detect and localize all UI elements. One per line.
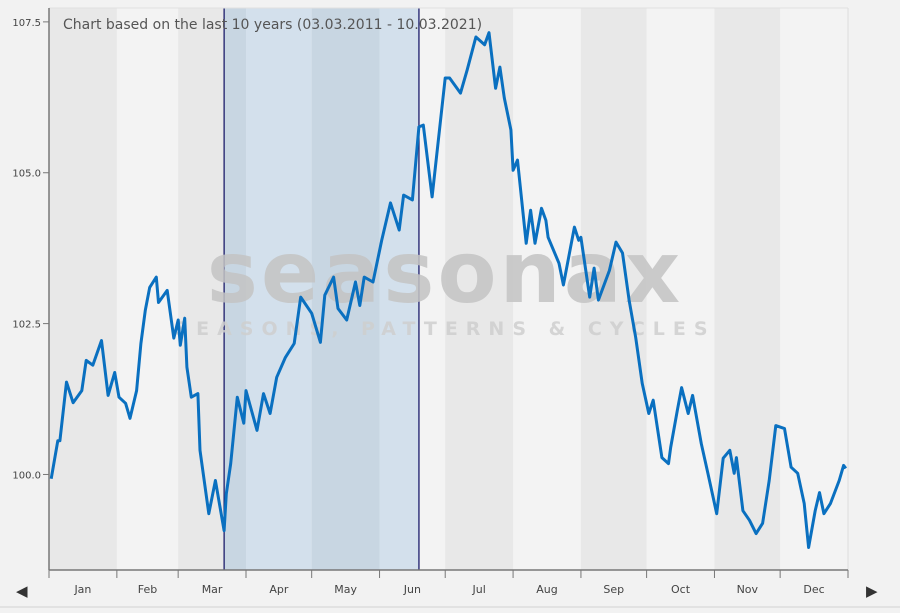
highlight-band bbox=[246, 8, 312, 570]
bottom-divider bbox=[0, 606, 900, 608]
x-tick-label: May bbox=[334, 583, 357, 596]
highlight-window[interactable] bbox=[223, 8, 420, 570]
x-tick-label: Sep bbox=[603, 583, 624, 596]
x-tick-label: Dec bbox=[803, 583, 824, 596]
y-tick-label: 100.0 bbox=[12, 470, 41, 481]
month-band-feb bbox=[116, 8, 179, 570]
watermark-tagline: SEASONS, PATTERNS & CYCLES bbox=[174, 318, 715, 340]
x-tick-label: Jun bbox=[403, 583, 421, 596]
scroll-right-button[interactable]: ▶ bbox=[866, 583, 878, 600]
x-tick-label: Feb bbox=[138, 583, 157, 596]
month-band-jan bbox=[49, 8, 117, 570]
x-tick-label: Jan bbox=[73, 583, 91, 596]
watermark-logo: seasonax bbox=[207, 223, 684, 323]
x-tick-label: Oct bbox=[671, 583, 691, 596]
watermark: seasonax SEASONS, PATTERNS & CYCLES bbox=[174, 223, 715, 340]
x-ticks: Jan Feb Mar Apr May Jun Jul Aug Sep Oct Nov Dec bbox=[48, 570, 849, 596]
chart-title: Chart based on the last 10 years (03.03.… bbox=[63, 17, 482, 33]
x-tick-label: Jul bbox=[472, 583, 486, 596]
y-ticks: 100.0 102.5 105.0 107.5 bbox=[12, 18, 49, 481]
x-tick-label: Nov bbox=[737, 583, 759, 596]
highlight-band bbox=[379, 8, 419, 570]
x-tick-label: Aug bbox=[536, 583, 557, 596]
month-band-dec bbox=[780, 8, 848, 570]
month-band-oct bbox=[646, 8, 715, 570]
highlight-band bbox=[311, 8, 380, 570]
scroll-left-button[interactable]: ◀ bbox=[16, 583, 28, 600]
month-band-nov bbox=[714, 8, 781, 570]
highlight-band bbox=[224, 8, 247, 570]
y-tick-label: 102.5 bbox=[12, 320, 41, 331]
month-band-aug bbox=[513, 8, 581, 570]
y-tick-label: 107.5 bbox=[12, 18, 41, 29]
x-tick-label: Mar bbox=[202, 583, 223, 596]
series-line bbox=[49, 31, 848, 549]
x-tick-label: Apr bbox=[269, 583, 289, 596]
y-tick-label: 105.0 bbox=[12, 169, 41, 180]
month-band-jul bbox=[445, 8, 514, 570]
